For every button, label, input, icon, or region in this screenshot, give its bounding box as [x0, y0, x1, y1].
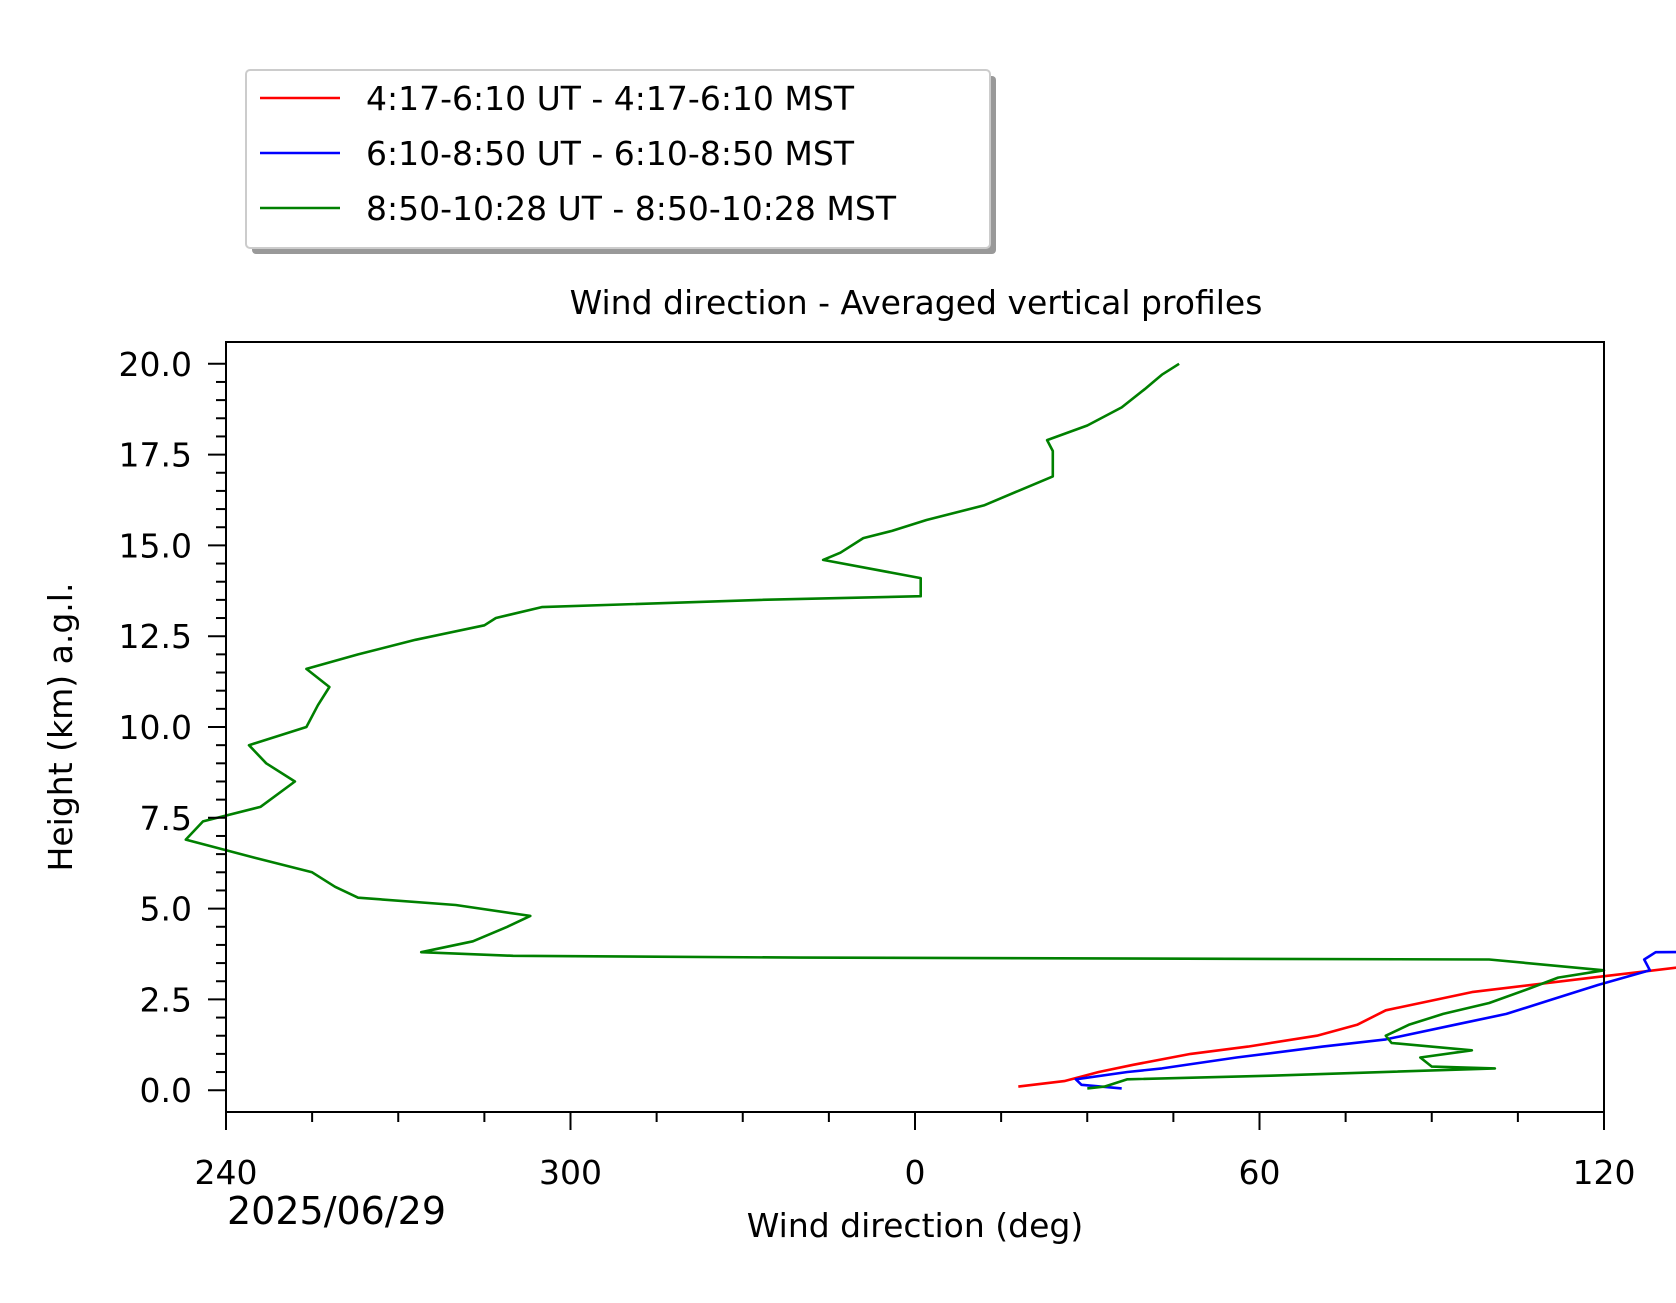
x-tick-label: 300: [539, 1153, 602, 1192]
y-tick-label: 2.5: [140, 980, 192, 1019]
y-tick-label: 0.0: [140, 1071, 192, 1110]
x-axis-label: Wind direction (deg): [747, 1206, 1083, 1245]
plot-area: 240300060120180240300060120 0.02.55.07.5…: [119, 341, 1676, 1192]
y-tick-label: 10.0: [119, 708, 192, 747]
x-tick-label: 240: [195, 1153, 258, 1192]
y-tick-label: 15.0: [119, 526, 192, 565]
date-label: 2025/06/29: [227, 1189, 446, 1233]
series-line-3: [184, 362, 1606, 1090]
legend-label: 4:17-6:10 UT - 4:17-6:10 MST: [366, 79, 855, 118]
legend-label: 8:50-10:28 UT - 8:50-10:28 MST: [366, 189, 897, 228]
chart-title: Wind direction - Averaged vertical profi…: [570, 283, 1263, 322]
x-tick-label: 120: [1573, 1153, 1636, 1192]
y-tick-label: 17.5: [119, 436, 192, 475]
x-tick-label: 60: [1239, 1153, 1281, 1192]
legend: 4:17-6:10 UT - 4:17-6:10 MST 6:10-8:50 UT…: [245, 69, 996, 254]
y-tick-label: 20.0: [119, 345, 192, 384]
series-line-1: [1018, 966, 1676, 1088]
y-tick-label: 5.0: [140, 890, 192, 929]
legend-label: 6:10-8:50 UT - 6:10-8:50 MST: [366, 134, 855, 173]
y-tick-label: 12.5: [119, 617, 192, 656]
x-tick-label: 0: [905, 1153, 926, 1192]
legend-box: [245, 69, 991, 249]
y-tick-label: 7.5: [140, 799, 192, 838]
series-line-2: [1074, 950, 1676, 1090]
y-axis-label: Height (km) a.g.l.: [41, 583, 80, 872]
plot-frame: [225, 341, 1605, 1113]
